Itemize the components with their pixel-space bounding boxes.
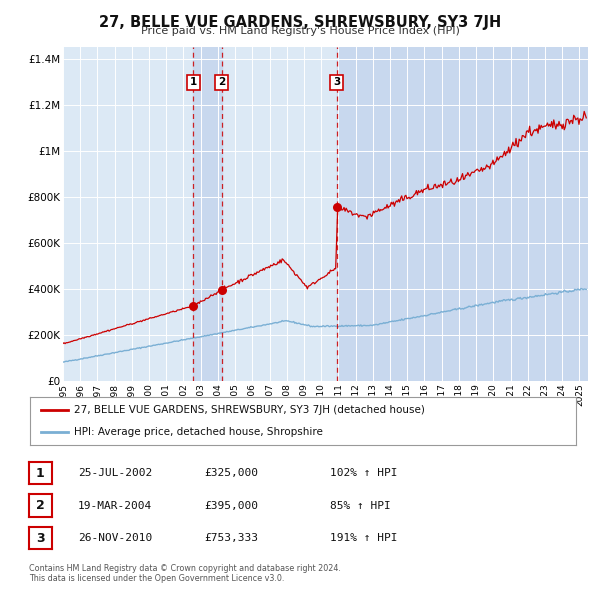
Text: 1: 1 (36, 467, 44, 480)
Text: 85% ↑ HPI: 85% ↑ HPI (330, 501, 391, 510)
Text: 26-NOV-2010: 26-NOV-2010 (78, 533, 152, 543)
Bar (337, 47, 588, 381)
Text: 19-MAR-2004: 19-MAR-2004 (78, 501, 152, 510)
Text: 191% ↑ HPI: 191% ↑ HPI (330, 533, 398, 543)
Text: 25-JUL-2002: 25-JUL-2002 (78, 468, 152, 478)
Text: 102% ↑ HPI: 102% ↑ HPI (330, 468, 398, 478)
Text: £325,000: £325,000 (204, 468, 258, 478)
Text: Contains HM Land Registry data © Crown copyright and database right 2024.
This d: Contains HM Land Registry data © Crown c… (29, 563, 341, 583)
Text: 2: 2 (218, 77, 226, 87)
Text: £395,000: £395,000 (204, 501, 258, 510)
Text: £753,333: £753,333 (204, 533, 258, 543)
Bar (193, 47, 222, 381)
Text: 1: 1 (190, 77, 197, 87)
Text: 27, BELLE VUE GARDENS, SHREWSBURY, SY3 7JH: 27, BELLE VUE GARDENS, SHREWSBURY, SY3 7… (99, 15, 501, 30)
Text: Price paid vs. HM Land Registry's House Price Index (HPI): Price paid vs. HM Land Registry's House … (140, 26, 460, 36)
Text: 2: 2 (36, 499, 44, 512)
Text: 27, BELLE VUE GARDENS, SHREWSBURY, SY3 7JH (detached house): 27, BELLE VUE GARDENS, SHREWSBURY, SY3 7… (74, 405, 425, 415)
Text: 3: 3 (333, 77, 340, 87)
Text: HPI: Average price, detached house, Shropshire: HPI: Average price, detached house, Shro… (74, 427, 323, 437)
Text: 3: 3 (36, 532, 44, 545)
